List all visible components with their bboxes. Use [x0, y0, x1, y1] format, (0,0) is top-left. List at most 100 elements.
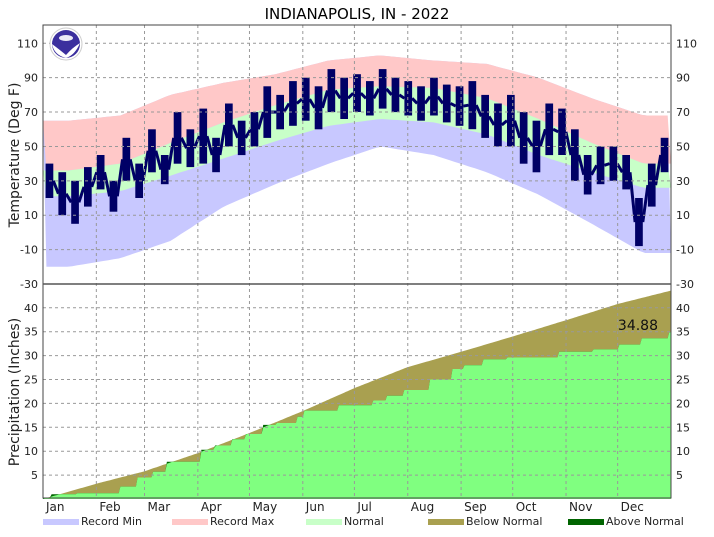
plot-frame	[42, 24, 672, 499]
observed-temp-bar	[596, 146, 605, 185]
precip-tick-label-left: 15	[24, 421, 38, 434]
precip-tick-label-right: 5	[676, 469, 683, 482]
observed-temp-connector	[244, 128, 252, 139]
observed-temp-bar	[327, 69, 336, 113]
observed-temp-bar	[276, 94, 284, 130]
observed-temp-bar	[109, 180, 118, 212]
temp-tick-label-right: 10	[676, 209, 690, 222]
temp-tick-label-right: 50	[676, 140, 690, 153]
observed-temp-connector	[320, 90, 329, 109]
observed-temp-connector	[449, 102, 457, 108]
observed-temp-bar	[455, 86, 464, 126]
observed-temp-connector	[411, 97, 419, 105]
precip-tick-label-left: 25	[24, 374, 38, 387]
month-tick-label: Nov	[569, 500, 592, 514]
observed-temp-connector	[154, 150, 163, 171]
observed-temp-bar	[148, 129, 156, 173]
temp-tick-label-right: -10	[676, 244, 694, 257]
observed-temp-connector	[436, 95, 445, 105]
observed-temp-bar	[199, 108, 208, 164]
observed-temp-bar	[481, 94, 489, 138]
observed-temp-bar	[519, 112, 528, 164]
month-tick-label: Feb	[99, 500, 120, 514]
observed-temp-connector	[538, 128, 547, 147]
observed-temp-bar	[442, 84, 451, 123]
observed-temp-connector	[564, 131, 573, 156]
legend-swatch	[306, 519, 342, 525]
temp-tick-label-right: -30	[676, 278, 694, 291]
record-max-band	[43, 55, 671, 171]
observed-temp-bar	[660, 137, 669, 173]
observed-temp-connector	[500, 119, 508, 127]
legend-label: Above Normal	[606, 515, 684, 528]
observed-temp-bar	[622, 155, 630, 190]
temp-tick-label-left: 10	[24, 209, 38, 222]
legend-swatch	[568, 519, 604, 525]
observed-temp-connector	[372, 88, 381, 100]
observed-temp-bar	[571, 129, 579, 181]
temp-tick-label-right: 110	[676, 37, 697, 50]
precip-tick-label-right: 20	[676, 397, 690, 410]
observed-temp-connector	[487, 115, 496, 126]
observed-temp-bar	[71, 180, 79, 224]
observed-temp-connector	[526, 137, 534, 148]
precip-tick-label-right: 15	[676, 421, 690, 434]
month-tick-label: Jan	[45, 500, 65, 514]
observed-temp-bar	[430, 77, 438, 116]
observed-temp-bar	[417, 86, 425, 121]
observed-temp-connector	[628, 172, 637, 223]
temp-tick-label-left: 70	[24, 106, 38, 119]
observed-temp-connector	[295, 98, 303, 105]
observed-temp-connector	[128, 158, 137, 182]
month-tick-label: Mar	[148, 500, 171, 514]
observed-temp-connector	[590, 164, 599, 176]
observed-temp-connector	[256, 111, 265, 130]
observed-temp-bar	[58, 172, 67, 216]
precip-tick-label-left: 10	[24, 445, 38, 458]
observed-temp-connector	[333, 89, 342, 100]
observed-temp-bar	[237, 120, 246, 156]
observed-temp-bar	[301, 77, 310, 121]
observed-temp-bar	[545, 103, 554, 156]
month-tick-label: Jul	[356, 500, 371, 514]
precip-tick-label-left: 30	[24, 350, 38, 363]
observed-temp-bar	[212, 137, 220, 173]
month-tick-label: Aug	[411, 500, 434, 514]
observed-temp-bar	[340, 77, 348, 119]
observed-temp-bar	[160, 155, 169, 185]
observed-temp-connector	[513, 120, 522, 139]
temp-tick-label-left: 30	[24, 175, 38, 188]
observed-temp-connector	[398, 93, 406, 100]
observed-temp-connector	[423, 95, 432, 105]
observed-temp-bar	[366, 81, 374, 116]
observed-temp-bar	[289, 81, 297, 126]
temp-tick-label-right: 90	[676, 72, 690, 85]
precip-tick-label-left: 35	[24, 326, 38, 339]
temp-tick-label-left: 50	[24, 140, 38, 153]
observed-temp-bar	[225, 103, 233, 147]
observed-temp-connector	[141, 150, 150, 182]
precip-tick-label-left: 20	[24, 397, 38, 410]
noaa-logo	[49, 27, 83, 61]
observed-temp-connector	[359, 92, 368, 100]
precip-tick-label-left: 40	[24, 302, 38, 315]
month-tick-label: Jun	[305, 500, 325, 514]
observed-temp-bar	[583, 155, 592, 195]
observed-temp-connector	[385, 87, 393, 96]
temp-axis-title: Temperature (Deg F)	[7, 83, 23, 229]
observed-temp-connector	[577, 154, 586, 176]
temp-tick-label-right: 30	[676, 175, 690, 188]
observed-temp-connector	[51, 180, 60, 195]
observed-temp-connector	[218, 124, 227, 156]
observed-temp-bar	[609, 146, 618, 181]
legend-swatch	[428, 519, 464, 525]
observed-temp-connector	[346, 92, 355, 100]
observed-temp-bar	[250, 112, 259, 147]
observed-temp-connector	[641, 184, 650, 223]
month-tick-label: Oct	[516, 500, 537, 514]
temp-tick-label-left: -30	[20, 278, 38, 291]
observed-temp-bar	[378, 69, 387, 109]
observed-temp-bar	[507, 94, 515, 147]
observed-temp-connector	[282, 102, 291, 113]
precip-total-label: 34.88	[618, 318, 658, 334]
